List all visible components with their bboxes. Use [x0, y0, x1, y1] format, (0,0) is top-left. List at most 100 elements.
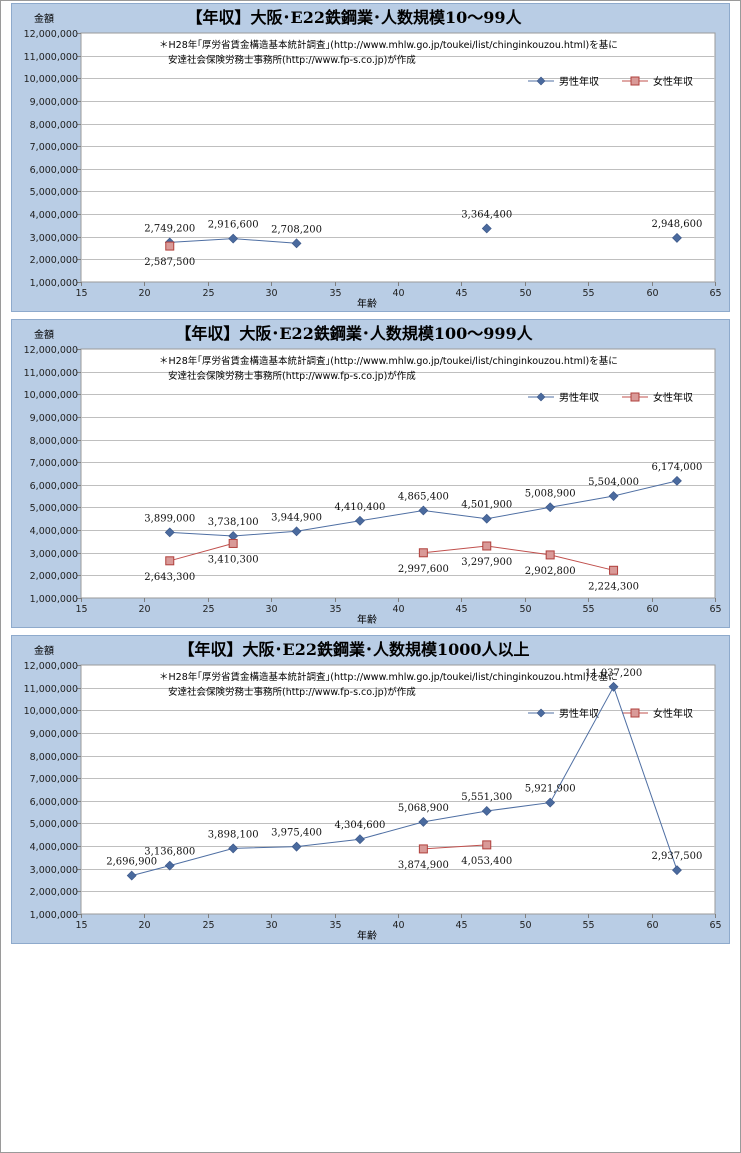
data-point-marker [672, 865, 682, 876]
x-tick-label: 15 [75, 604, 87, 615]
x-tick-label: 45 [455, 920, 467, 931]
data-label: 2,643,300 [144, 572, 195, 583]
data-label: 11,037,200 [585, 668, 642, 679]
y-tick-label: 7,000,000 [30, 774, 78, 785]
y-tick-label: 2,000,000 [30, 571, 78, 582]
chart-svg-1000-plus: 1,000,000 2,000,000 3,000,000 4,000,000 5,00… [24, 640, 722, 942]
y-tick-label: 9,000,000 [30, 413, 78, 424]
x-tick-label: 45 [455, 288, 467, 299]
source-note: 安達社会保険労務士事務所(http://www.fp-s.co.jp)が作成 [168, 54, 416, 66]
data-label: 2,587,500 [144, 257, 195, 268]
data-point-marker [672, 232, 682, 243]
data-label: 3,364,400 [461, 209, 512, 220]
y-tick-label: 3,000,000 [30, 549, 78, 560]
data-point-marker [418, 816, 429, 827]
data-label: 3,136,800 [144, 847, 195, 858]
data-point-marker [355, 834, 365, 845]
data-label: 3,874,900 [398, 860, 449, 871]
y-tick-label: 8,000,000 [30, 436, 78, 447]
x-tick-label: 35 [329, 288, 341, 299]
data-point-marker [291, 841, 302, 852]
x-tick-label: 30 [265, 920, 277, 931]
data-label: 3,898,100 [208, 829, 259, 840]
source-note: ＊H28年｢厚労省賃金構造基本統計調査｣(http://www.mhlw.go.… [159, 671, 618, 683]
data-label: 6,174,000 [652, 462, 703, 473]
x-tick-label: 60 [646, 920, 658, 931]
x-tick-label: 35 [329, 604, 341, 615]
y-tick-label: 6,000,000 [30, 481, 78, 492]
data-label: 5,504,000 [588, 477, 639, 488]
legend-label: 女性年収 [653, 391, 693, 404]
source-note: 安達社会保険労務士事務所(http://www.fp-s.co.jp)が作成 [168, 686, 416, 698]
y-tick-label: 2,000,000 [30, 887, 78, 898]
data-label: 2,224,300 [588, 581, 639, 592]
y-tick-label: 4,000,000 [30, 842, 78, 853]
x-tick-label: 65 [709, 604, 721, 615]
legend-label: 女性年収 [653, 707, 693, 720]
data-point-marker [482, 840, 492, 850]
chart-title: 【年収】大阪･E22鉄鋼業･人数規模1000人以上 [179, 640, 530, 659]
legend-label: 男性年収 [559, 707, 599, 720]
y-tick-label: 12,000,000 [24, 29, 78, 40]
chart-svg-10-99: 1,000,000 2,000,000 3,000,000 4,000,000 5,00… [24, 8, 722, 310]
y-tick-label: 11,000,000 [24, 368, 78, 379]
x-tick-label: 65 [709, 288, 721, 299]
data-label: 4,501,900 [461, 500, 512, 511]
legend-marker-square [630, 76, 640, 86]
legend-marker-square [630, 392, 640, 402]
data-point-marker [545, 797, 556, 808]
chart-panel-10-99: 1,000,000 2,000,000 3,000,000 4,000,000 5,00… [11, 3, 730, 312]
data-point-marker [481, 513, 492, 524]
source-note: ＊H28年｢厚労省賃金構造基本統計調査｣(http://www.mhlw.go.… [159, 39, 618, 51]
data-label: 5,551,300 [461, 792, 512, 803]
chart-panel-100-999: 1,000,000 2,000,000 3,000,000 4,000,000 5,00… [11, 319, 730, 628]
data-label: 4,410,400 [335, 502, 386, 513]
legend-marker-square [630, 708, 640, 718]
data-label: 2,997,600 [398, 564, 449, 575]
y-tick-label: 10,000,000 [24, 390, 78, 401]
data-label: 3,975,400 [271, 828, 322, 839]
x-tick-label: 30 [265, 604, 277, 615]
x-tick-label: 50 [519, 920, 531, 931]
x-tick-label: 50 [519, 604, 531, 615]
data-label: 2,708,200 [271, 224, 322, 235]
y-tick-label: 12,000,000 [24, 661, 78, 672]
data-point-marker [126, 870, 137, 881]
data-point-marker [165, 241, 175, 251]
source-note: ＊H28年｢厚労省賃金構造基本統計調査｣(http://www.mhlw.go.… [159, 355, 618, 367]
y-tick-label: 5,000,000 [30, 503, 78, 514]
data-label: 3,410,300 [208, 554, 259, 565]
series-line [169, 542, 234, 562]
data-point-marker [164, 527, 175, 538]
data-point-marker [672, 475, 682, 486]
x-tick-label: 25 [202, 288, 214, 299]
plot-area [80, 32, 716, 283]
y-tick-label: 4,000,000 [30, 210, 78, 221]
plot-area [80, 664, 716, 915]
y-tick-label: 9,000,000 [30, 97, 78, 108]
data-label: 3,738,100 [208, 517, 259, 528]
data-label: 5,068,900 [398, 803, 449, 814]
data-label: 3,297,900 [461, 557, 512, 568]
x-tick-label: 15 [75, 920, 87, 931]
x-tick-label: 50 [519, 288, 531, 299]
data-label: 3,899,000 [144, 513, 195, 524]
y-tick-label: 8,000,000 [30, 752, 78, 763]
data-label: 5,008,900 [525, 488, 576, 499]
data-point-marker [164, 860, 175, 871]
y-axis-label: 金額 [34, 12, 54, 25]
data-point-marker [545, 550, 555, 560]
data-point-marker [418, 844, 428, 854]
y-tick-label: 1,000,000 [30, 278, 78, 289]
chart-panel-1000-plus: 1,000,000 2,000,000 3,000,000 4,000,000 5,00… [11, 635, 730, 944]
legend-marker-diamond [536, 392, 546, 402]
y-tick-label: 11,000,000 [24, 684, 78, 695]
data-point-marker [609, 565, 619, 575]
x-axis-label: 年齢 [357, 929, 377, 942]
data-point-marker [418, 505, 429, 516]
y-tick-label: 6,000,000 [30, 165, 78, 176]
y-tick-label: 12,000,000 [24, 345, 78, 356]
x-tick-label: 40 [392, 920, 404, 931]
x-tick-label: 45 [455, 604, 467, 615]
chart-title: 【年収】大阪･E22鉄鋼業･人数規模100～999人 [175, 324, 533, 343]
